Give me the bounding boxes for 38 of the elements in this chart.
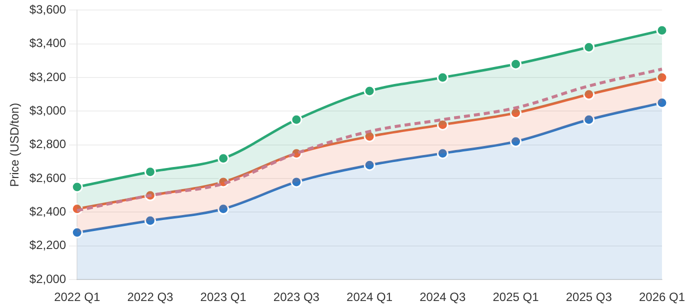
x-tick-label: 2022 Q1 [54,290,100,304]
x-tick-label: 2025 Q1 [492,290,540,304]
point [144,214,156,226]
y-tick-label: $2,200 [29,238,66,252]
x-tick-label: 2023 Q1 [200,290,247,304]
y-tick-label: $3,000 [29,104,66,118]
point [436,72,448,84]
y-tick-label: $3,600 [29,2,66,17]
y-tick-label: $2,800 [29,137,66,152]
y-tick-label: $2,600 [29,170,66,185]
point [510,136,522,148]
point [583,114,595,126]
y-axis-title: Price (USD/ton) [8,102,22,187]
x-tick-label: 2025 Q3 [566,290,612,304]
point [71,181,83,193]
point [436,148,448,160]
point [656,72,668,84]
point [218,203,230,215]
point [656,97,668,109]
point [364,159,376,171]
y-tick-label: $2,000 [29,272,66,286]
y-tick-label: $3,200 [29,70,66,84]
point [144,166,156,178]
point [218,152,230,164]
point [71,226,83,238]
y-tick-label: $3,400 [29,36,66,50]
point [656,24,668,36]
point [583,88,595,100]
point [364,85,376,97]
x-tick-label: 2024 Q3 [420,290,466,304]
y-tick-label: $2,400 [29,204,66,219]
point [510,58,522,70]
point [290,114,302,126]
x-tick-label: 2026 Q1 [638,290,686,304]
point [290,176,302,188]
x-tick-label: 2022 Q3 [127,290,174,304]
x-tick-label: 2023 Q3 [273,290,320,304]
x-tick-label: 2024 Q1 [346,290,393,304]
